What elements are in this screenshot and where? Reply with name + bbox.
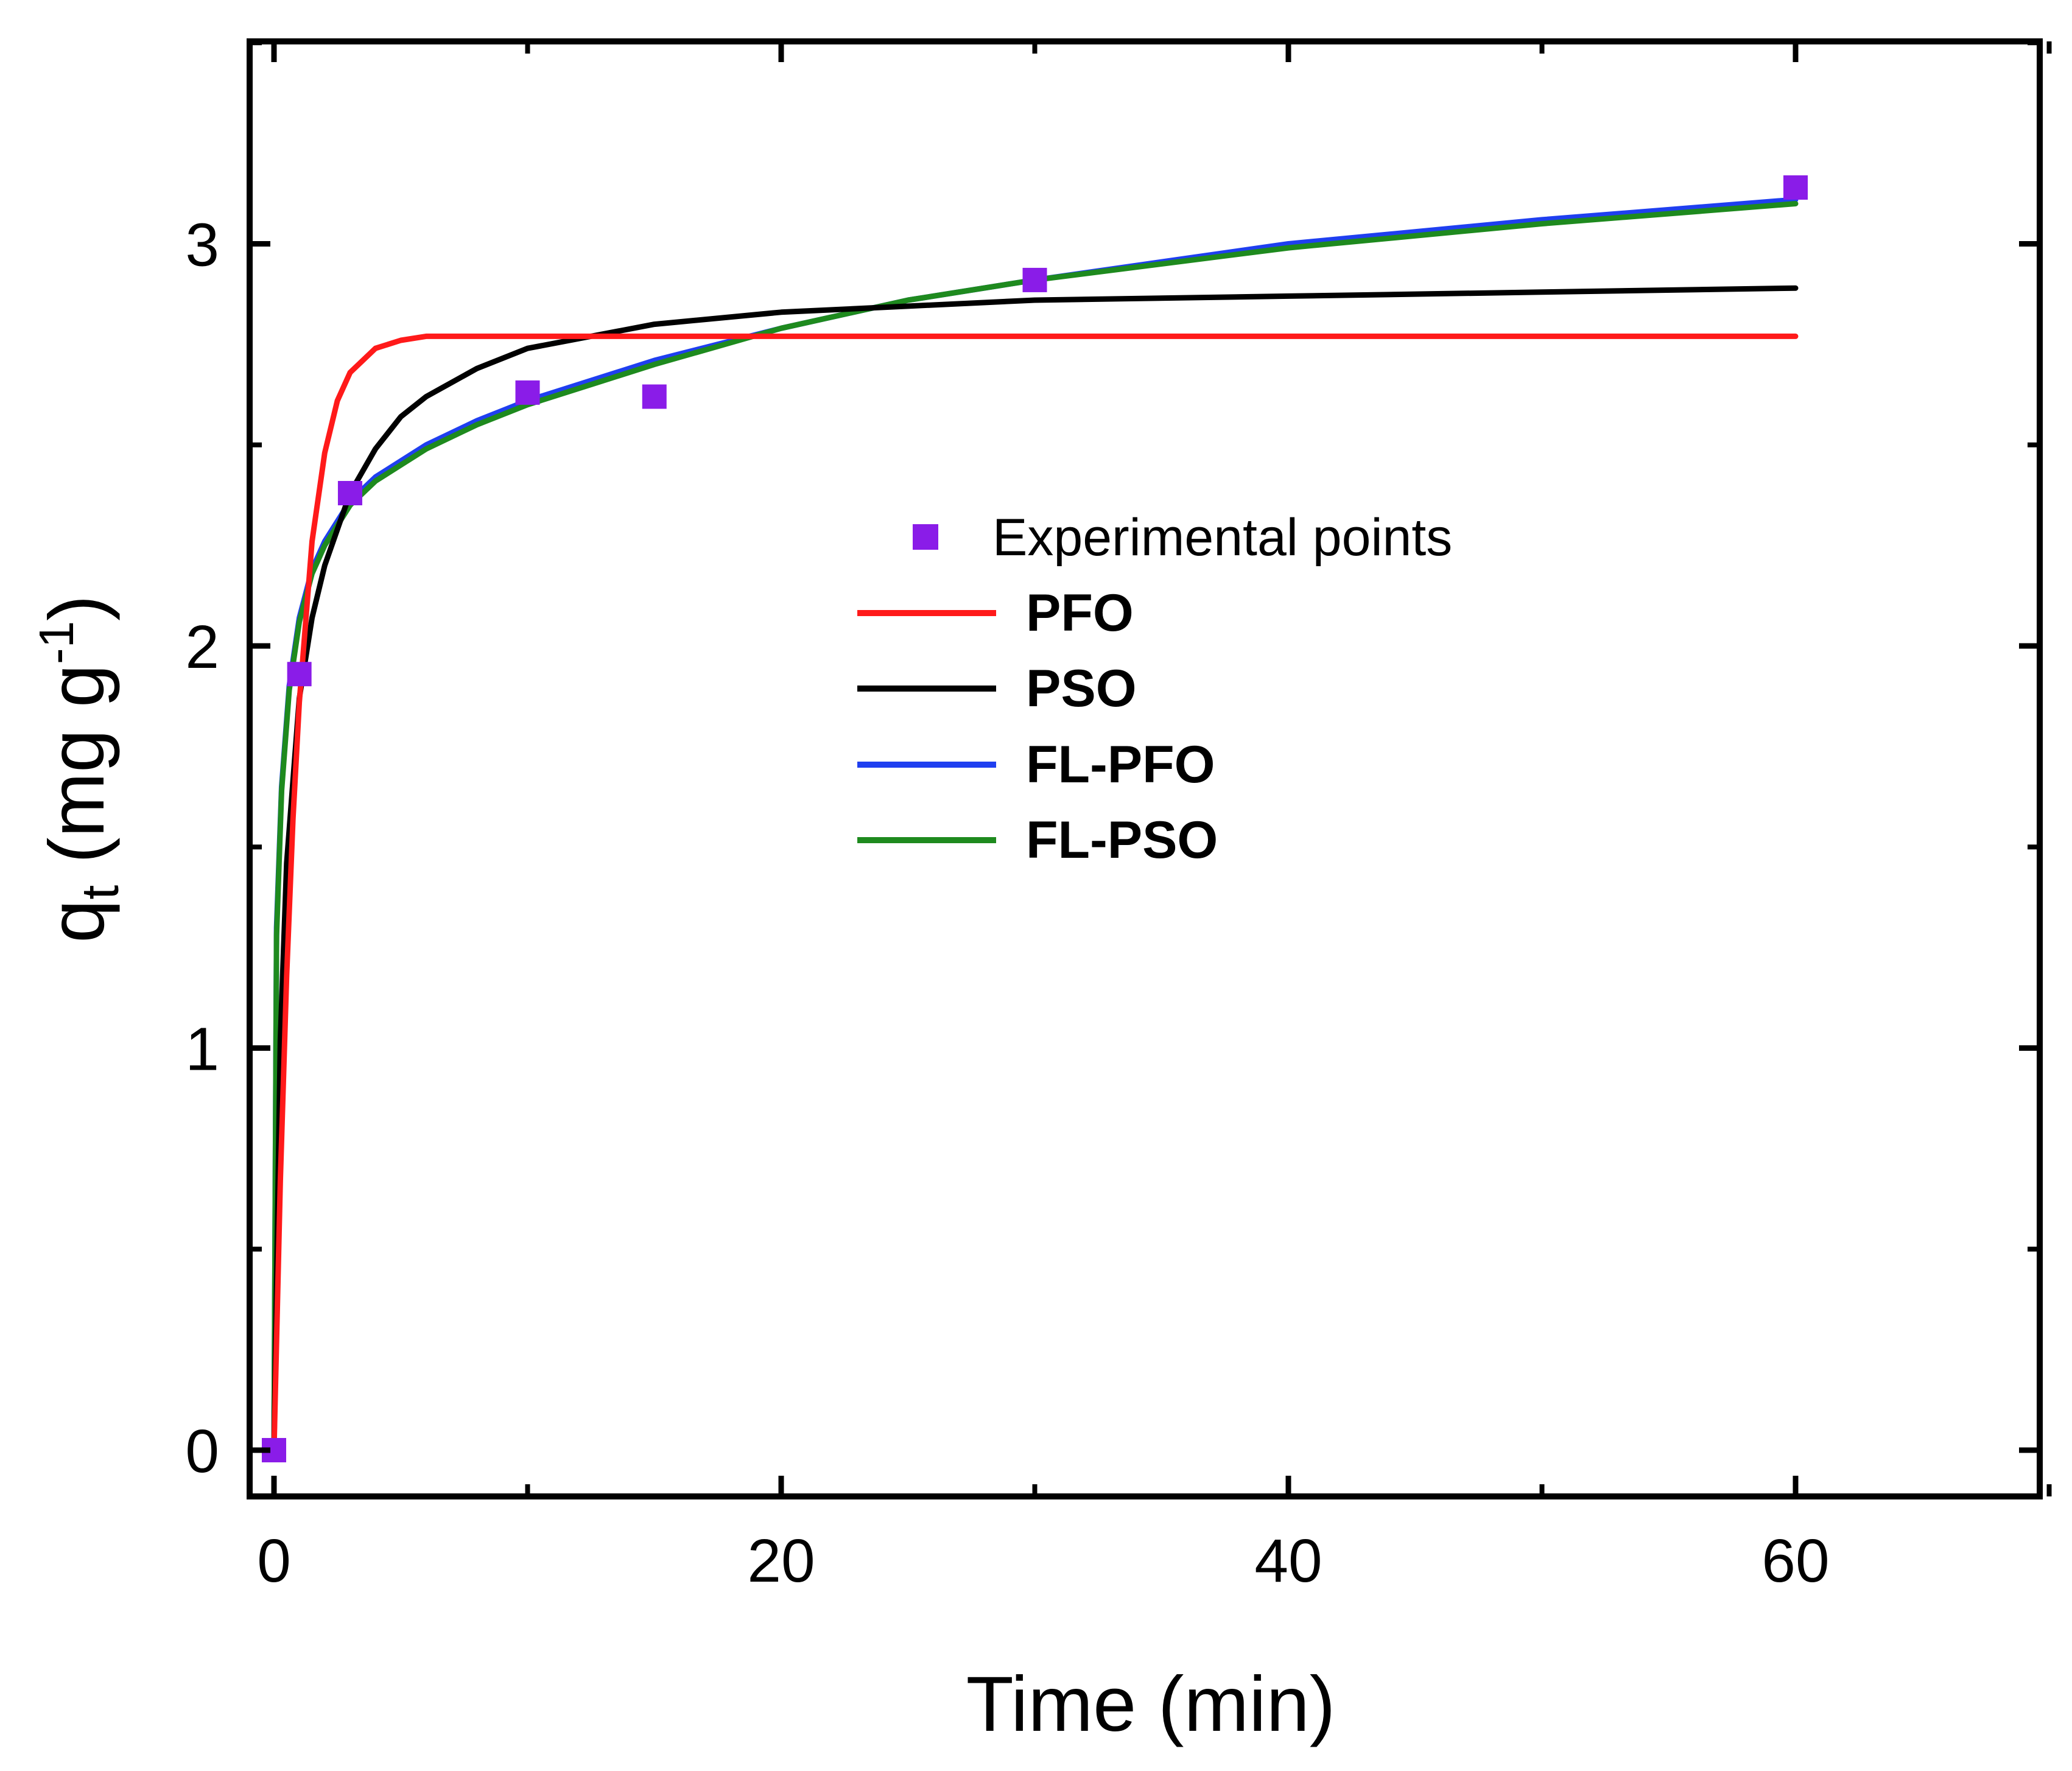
legend-label-pfo: PFO — [1026, 584, 1134, 642]
y-tick-label-0: 0 — [185, 1417, 219, 1485]
legend-marker-experimental — [913, 524, 938, 550]
experimental-point — [515, 380, 540, 405]
experimental-point — [1022, 267, 1047, 292]
legend-label-fl-pso: FL-PSO — [1026, 811, 1218, 869]
legend-label-fl-pfo: FL-PFO — [1026, 735, 1215, 794]
plot-frame — [247, 38, 2043, 1499]
x-tick-label-60: 60 — [1761, 1527, 1829, 1595]
y-axis-title-sub: t — [71, 885, 130, 900]
legend: Experimental points PFO PSO FL-PFO FL-PS… — [857, 508, 1452, 869]
experimental-point — [1783, 175, 1808, 200]
y-axis-title-sup: -1 — [29, 621, 83, 664]
experimental-point — [642, 384, 667, 409]
legend-label-experimental: Experimental points — [992, 508, 1452, 567]
x-tick-label-40: 40 — [1254, 1527, 1322, 1595]
y-axis-title: qt (mg g-1) — [29, 595, 130, 943]
y-axis-title-main: q — [33, 900, 121, 943]
y-tick-label-1: 1 — [185, 1015, 219, 1084]
experimental-point — [337, 481, 362, 506]
experimental-point — [287, 662, 312, 687]
y-tick-label-3: 3 — [185, 211, 219, 279]
series-line-pfo — [271, 333, 1799, 1453]
x-tick-label-20: 20 — [747, 1527, 815, 1595]
x-tick-label-0: 0 — [257, 1527, 291, 1595]
y-tick-label-2: 2 — [185, 613, 219, 681]
x-axis-title: Time (min) — [966, 1661, 1336, 1748]
y-axis-title-units: (mg g — [33, 664, 121, 885]
axes-layer: 0 20 40 60 0 1 2 3 — [185, 40, 2052, 1595]
experimental-points-layer — [262, 175, 1808, 1462]
y-axis-title-close: ) — [33, 595, 121, 621]
legend-label-pso: PSO — [1026, 659, 1137, 718]
